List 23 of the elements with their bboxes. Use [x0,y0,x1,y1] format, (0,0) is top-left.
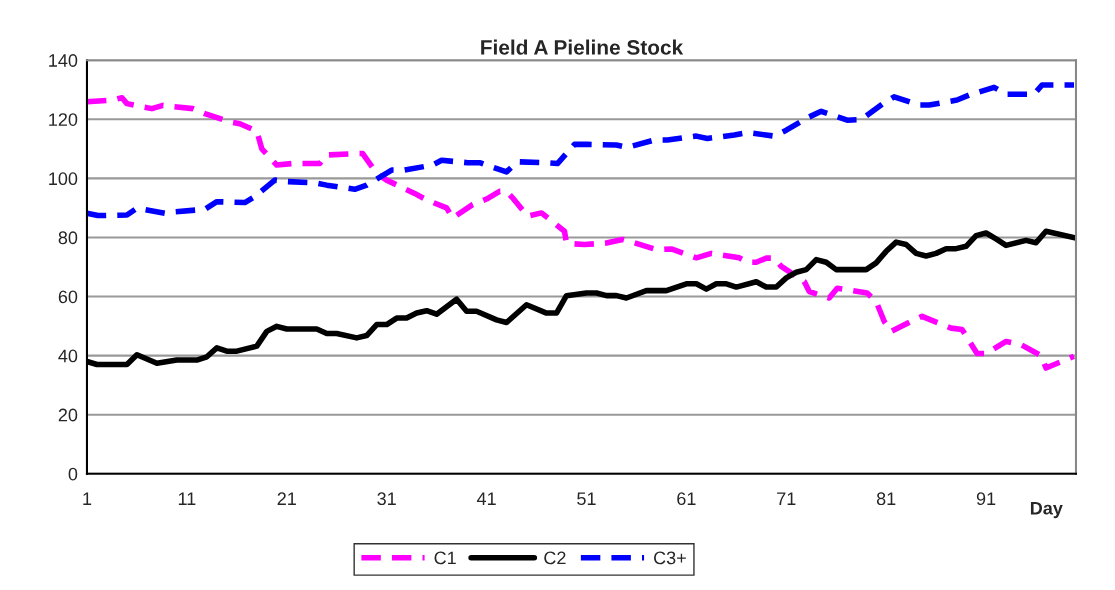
x-tick-label: 51 [577,492,596,506]
x-tick-label: 41 [476,492,496,505]
y-tick-label: 140 [49,54,78,67]
legend-label: C2 [544,551,566,565]
x-tick-label: 31 [377,492,396,506]
x-axis-title: Day [1030,502,1063,519]
y-tick-label: 120 [49,113,78,126]
chart-title: Field A Pieline Stock [481,39,684,55]
x-tick-label: 11 [178,492,196,505]
x-tick-label: 61 [677,492,696,506]
y-tick-label: 100 [49,172,78,186]
legend-label: C1 [434,551,456,565]
legend-label: C3+ [654,551,686,565]
x-tick-label: 1 [83,492,92,505]
y-tick-label: 20 [58,408,78,422]
x-tick-label: 71 [777,492,796,505]
y-tick-label: 60 [58,290,78,304]
x-tick-label: 21 [277,492,296,505]
x-tick-label: 91 [976,492,996,506]
y-tick-label: 0 [68,467,78,481]
y-tick-label: 80 [58,231,78,245]
y-tick-label: 40 [58,349,78,363]
x-tick-label: 81 [876,492,896,506]
